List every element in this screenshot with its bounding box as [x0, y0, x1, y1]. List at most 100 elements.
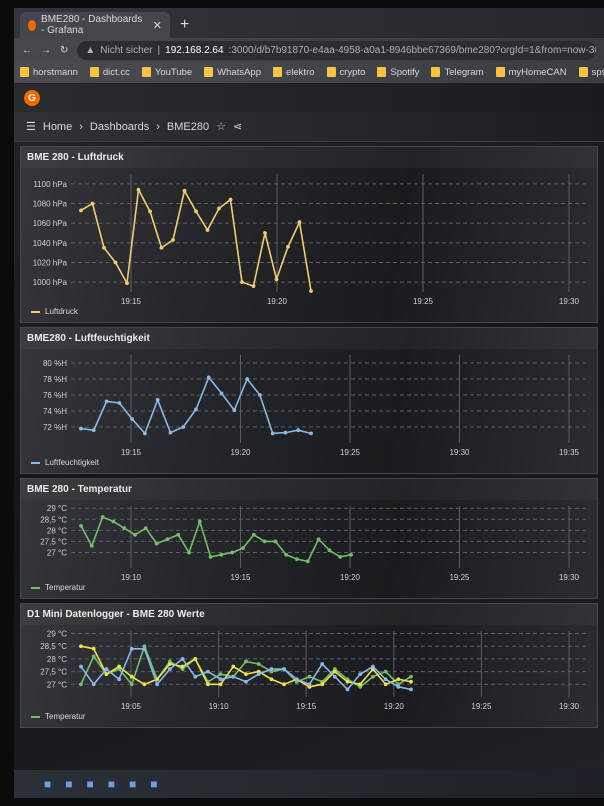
bookmark-whatsapp[interactable]: WhatsApp [204, 67, 261, 78]
url-path: :3000/d/b7b91870-e4aa-4958-a0a1-8946bbe6… [228, 44, 596, 56]
panel-3: D1 Mini Datenlogger - BME 280 Werte 27 °C… [20, 603, 598, 728]
legend[interactable]: Temperatur [31, 583, 85, 592]
data-point [194, 209, 198, 214]
panel-title: D1 Mini Datenlogger - BME 280 Werte [21, 604, 597, 625]
data-point [205, 228, 210, 232]
data-point [208, 555, 213, 559]
grafana-logo-icon[interactable]: G [24, 90, 40, 106]
y-tick-label: 27 °C [47, 549, 67, 558]
data-point [89, 543, 94, 548]
breadcrumb-home[interactable]: Home [42, 120, 73, 133]
close-tab-icon[interactable]: ✕ [152, 19, 162, 32]
legend-label: Temperatur [45, 583, 86, 592]
security-label: Nicht sicher [100, 44, 153, 56]
y-tick-label: 27 °C [47, 680, 67, 689]
y-tick-label: 1020 hPa [33, 259, 68, 268]
share-icon[interactable]: ⋖ [232, 121, 243, 133]
data-point [102, 245, 106, 250]
data-point [79, 682, 83, 687]
data-point [244, 672, 248, 677]
data-point [79, 664, 83, 669]
data-point [396, 677, 401, 682]
data-point [91, 646, 96, 651]
bookmark-spotify[interactable]: Spotify [377, 67, 419, 78]
bookmark-label: spsKurse [591, 67, 604, 78]
x-tick-label: 19:20 [384, 702, 405, 711]
bookmark-telegram[interactable]: Telegram [431, 67, 484, 78]
data-point [182, 188, 187, 193]
data-point [155, 682, 160, 687]
data-point [383, 682, 388, 687]
url-bar[interactable]: ▲ Nicht sicher | 192.168.2.64:3000/d/b7b… [77, 40, 596, 60]
x-tick-label: 19:30 [559, 702, 580, 711]
star-icon[interactable]: ☆ [216, 121, 226, 133]
x-tick-label: 19:20 [340, 573, 361, 582]
legend[interactable]: Luftfeuchtigkeit [31, 458, 99, 467]
data-point [345, 679, 350, 684]
data-point [316, 537, 321, 542]
search-icon[interactable]: ■ [65, 777, 73, 791]
settings-icon[interactable]: ■ [129, 777, 137, 791]
data-point [187, 550, 191, 555]
data-point [167, 667, 172, 671]
chrome-icon[interactable]: ■ [86, 777, 94, 791]
files-icon[interactable]: ■ [107, 777, 115, 791]
bookmark-icon [326, 67, 336, 78]
data-point [282, 682, 286, 687]
bookmark-spskurse[interactable]: spsKurse [578, 67, 604, 78]
browser-tab[interactable]: BME280 - Dashboards - Grafana ✕ [20, 12, 170, 38]
data-point [371, 664, 375, 669]
chart: 1000 hPa 1020 hPa 1040 hPa 1060 hPa 1080 hPa… [33, 174, 589, 306]
data-point [409, 674, 413, 679]
data-point [142, 682, 147, 687]
bookmark-icon [89, 67, 99, 78]
reload-icon[interactable]: ↻ [60, 44, 69, 56]
data-point [133, 532, 137, 537]
data-point [111, 519, 116, 524]
bookmark-crypto[interactable]: crypto [326, 67, 365, 78]
data-point [148, 209, 152, 214]
data-point [154, 541, 159, 546]
data-point [358, 672, 363, 677]
menu-icon[interactable]: ☰ [26, 121, 36, 133]
data-point [284, 552, 289, 557]
data-point [142, 431, 147, 436]
breadcrumb-dashboards[interactable]: Dashboards [89, 120, 150, 133]
app-icon[interactable]: ■ [150, 777, 158, 791]
panel-title: BME 280 - Luftdruck [21, 147, 597, 168]
data-point [231, 664, 236, 669]
x-tick-label: 19:10 [121, 573, 142, 582]
bookmark-icon [273, 67, 282, 78]
data-point [274, 277, 279, 282]
legend[interactable]: Temperatur [31, 712, 85, 721]
breadcrumb: ☰ Home › Dashboards › BME280 ☆ ⋖ [14, 112, 604, 142]
y-tick-label: 29 °C [47, 630, 67, 639]
data-point [117, 401, 122, 405]
data-point [409, 679, 413, 684]
bookmark-dictcc[interactable]: dict.cc [89, 67, 130, 78]
bookmark-youtube[interactable]: YouTube [141, 67, 192, 78]
bookmark-label: Telegram [444, 67, 484, 78]
data-point [371, 674, 375, 679]
data-point [294, 677, 299, 682]
data-point [117, 677, 121, 682]
bookmark-myhomecan[interactable]: myHomeCAN [495, 67, 567, 78]
data-point [256, 662, 261, 666]
bookmark-label: Spotify [390, 67, 420, 78]
legend[interactable]: Luftdruck [31, 307, 78, 316]
data-point [206, 682, 210, 687]
bookmark-label: dict.cc [102, 67, 130, 78]
back-icon[interactable]: ← [22, 44, 32, 56]
bookmark-horstmann[interactable]: horstmann [20, 67, 78, 78]
y-tick-label: 1040 hPa [33, 239, 68, 248]
windows-icon[interactable]: ■ [44, 777, 52, 791]
data-point [338, 555, 343, 559]
x-tick-label: 19:05 [121, 702, 142, 711]
data-point [79, 208, 83, 213]
bookmark-elektro[interactable]: elektro [273, 67, 315, 78]
new-tab-button[interactable]: + [180, 16, 190, 33]
data-point [251, 284, 256, 288]
forward-icon[interactable]: → [41, 44, 51, 56]
data-point [241, 546, 245, 550]
y-tick-label: 27,5 °C [40, 537, 67, 546]
